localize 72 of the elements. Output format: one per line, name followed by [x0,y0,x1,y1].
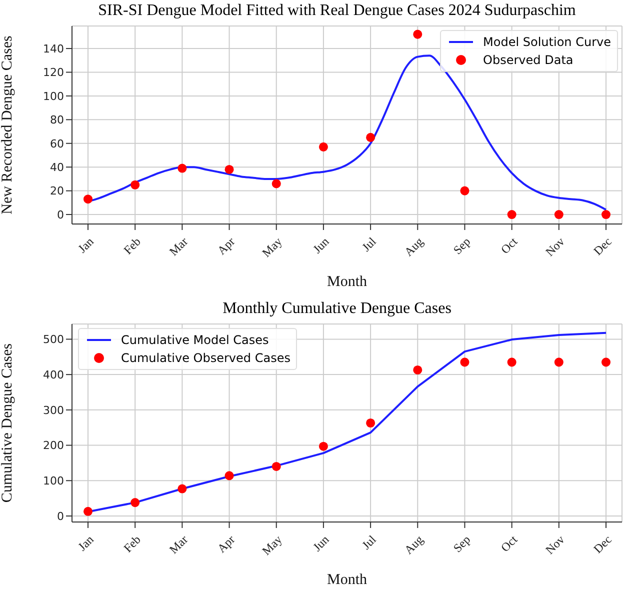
x-tick-label: Apr [214,234,238,258]
x-tick-label: Sep [450,234,474,258]
point [272,179,281,188]
point [507,358,516,367]
x-tick-label: Nov [542,234,568,259]
point [507,210,516,220]
x-tick-label: Oct [498,234,521,257]
y-tick-label: 0 [57,510,64,523]
x-tick-label: May [259,532,285,558]
point [318,142,328,152]
point [460,186,470,196]
point [460,358,470,367]
x-tick-label: Aug [401,532,426,557]
x-tick-label: Dec [590,234,614,258]
legend-label: Model Solution Curve [483,34,611,51]
point [554,358,564,367]
point [83,506,93,516]
point [318,442,328,451]
point [413,30,422,39]
y-tick-label: 300 [43,404,64,417]
x-tick-label: Jun [310,234,332,256]
x-tick-label: Jun [310,532,332,554]
y-axis-title: Cumulative Dengue Cases [0,343,16,503]
x-tick-label: Dec [590,532,614,556]
x-tick-label: Mar [166,234,191,258]
x-tick-label: Mar [166,532,191,556]
chart-title: Monthly Cumulative Dengue Cases [222,299,452,319]
x-tick-label: Oct [498,532,521,555]
point [130,180,140,190]
chart-title: SIR-SI Dengue Model Fitted with Real Dengue Cases 2024 Sudurpaschim [97,1,577,21]
point [178,484,187,494]
point [601,210,611,220]
x-tick-label: Apr [214,532,238,556]
y-tick-label: 100 [43,474,64,488]
x-tick-label: May [259,234,285,260]
y-tick-label: 120 [43,66,64,80]
point [178,164,187,173]
x-tick-label: Feb [120,532,144,556]
x-axis-title: Month [326,572,368,588]
point [224,164,234,174]
y-tick-label: 60 [50,137,64,150]
point [413,365,422,374]
x-tick-label: Jul [359,234,380,254]
point [83,194,93,204]
y-tick-label: 20 [50,184,64,198]
y-axis-title: New Recorded Dengue Cases [0,36,16,214]
y-tick-label: 200 [43,439,64,452]
point [601,358,611,367]
x-tick-label: Nov [542,532,568,557]
y-tick-label: 80 [50,114,64,127]
y-tick-label: 500 [43,333,64,346]
legend-label: Cumulative Model Cases [121,332,269,349]
x-tick-label: Sep [450,532,474,556]
x-axis-title: Month [326,274,368,290]
x-tick-label: Aug [401,234,426,259]
point [130,498,140,508]
y-tick-label: 140 [43,42,64,56]
x-tick-label: Jan [75,234,96,256]
point [366,132,376,142]
y-tick-label: 100 [43,90,64,103]
y-tick-label: 0 [57,208,64,222]
point [224,471,234,480]
x-tick-label: Jul [359,532,380,552]
x-tick-label: Feb [120,234,144,258]
y-tick-label: 400 [43,368,64,382]
point [366,418,376,428]
y-tick-label: 40 [50,160,64,174]
x-tick-label: Jan [75,532,96,554]
legend-label: Cumulative Observed Cases [121,350,290,367]
point [272,462,281,471]
point [554,210,564,220]
legend-label: Observed Data [483,52,574,69]
